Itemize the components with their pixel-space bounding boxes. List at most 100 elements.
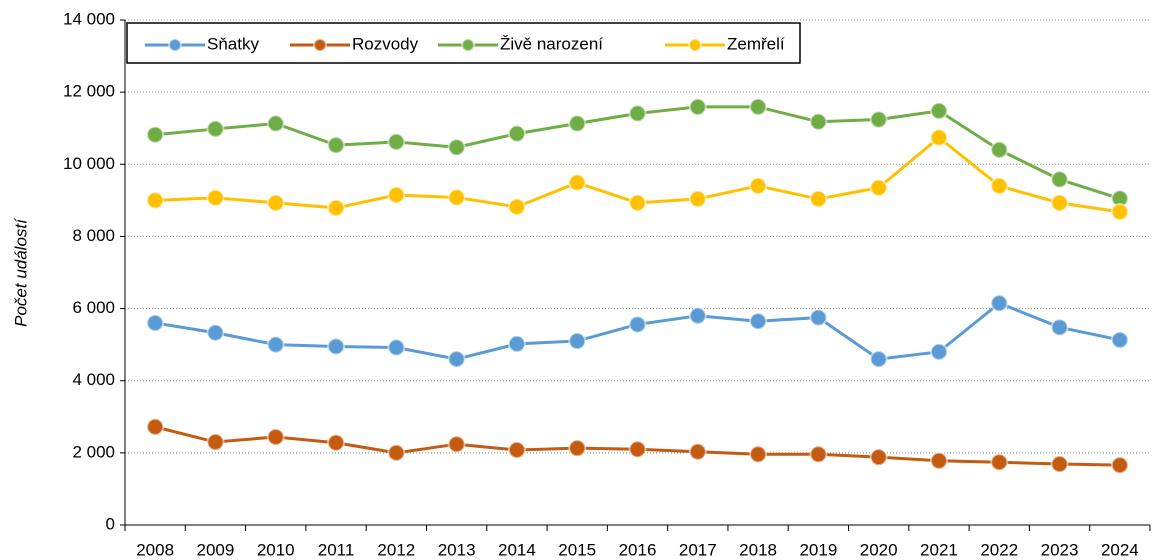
point: [447, 350, 466, 369]
x-tick-label: 2021: [920, 540, 958, 559]
x-tick-label: 2009: [197, 540, 235, 559]
point: [568, 173, 587, 192]
point: [929, 451, 948, 470]
point: [688, 189, 707, 208]
point: [327, 337, 346, 356]
point: [1050, 455, 1069, 474]
point: [447, 138, 466, 157]
point: [688, 306, 707, 325]
point: [266, 335, 285, 354]
point: [628, 315, 647, 334]
point: [507, 440, 526, 459]
x-tick-label: 2008: [136, 540, 174, 559]
point: [869, 110, 888, 129]
legend-label: Rozvody: [352, 34, 419, 53]
point: [869, 448, 888, 467]
point: [206, 119, 225, 138]
point: [809, 308, 828, 327]
point: [146, 191, 165, 210]
point: [266, 427, 285, 446]
y-tick-label: 12 000: [63, 82, 115, 101]
legend-label: Sňatky: [207, 34, 259, 53]
point: [809, 112, 828, 131]
point: [869, 178, 888, 197]
point: [507, 334, 526, 353]
point: [929, 128, 948, 147]
point: [1050, 170, 1069, 189]
point: [809, 189, 828, 208]
point: [387, 132, 406, 151]
legend-marker: [313, 38, 327, 52]
x-tick-label: 2011: [318, 540, 355, 559]
point: [447, 188, 466, 207]
point: [990, 140, 1009, 159]
point: [387, 443, 406, 462]
point: [929, 342, 948, 361]
point: [327, 433, 346, 452]
point: [749, 176, 768, 195]
point: [688, 442, 707, 461]
point: [990, 294, 1009, 313]
point: [146, 314, 165, 332]
point: [990, 176, 1009, 195]
point: [869, 350, 888, 369]
y-tick-label: 6 000: [72, 298, 115, 317]
point: [1110, 330, 1129, 349]
x-tick-label: 2012: [377, 540, 415, 559]
point: [990, 453, 1009, 472]
x-tick-label: 2024: [1101, 540, 1139, 559]
point: [507, 197, 526, 216]
point: [628, 193, 647, 212]
legend-marker: [168, 38, 182, 52]
point: [749, 312, 768, 331]
legend-label: Živě narození: [500, 34, 603, 53]
point: [809, 445, 828, 464]
x-tick-label: 2019: [799, 540, 837, 559]
x-tick-label: 2022: [980, 540, 1018, 559]
point: [1050, 193, 1069, 212]
y-tick-label: 2 000: [72, 442, 115, 461]
point: [447, 435, 466, 454]
point: [929, 101, 948, 120]
x-tick-label: 2013: [438, 540, 476, 559]
x-tick-label: 2017: [679, 540, 717, 559]
point: [387, 338, 406, 357]
x-tick-label: 2023: [1041, 540, 1079, 559]
point: [507, 124, 526, 143]
point: [1050, 318, 1069, 337]
y-tick-label: 10 000: [63, 154, 115, 173]
y-tick-label: 0: [106, 514, 115, 533]
point: [749, 97, 768, 116]
x-tick-label: 2016: [619, 540, 657, 559]
point: [628, 104, 647, 123]
x-tick-label: 2020: [860, 540, 898, 559]
y-tick-label: 14 000: [63, 9, 115, 28]
point: [1110, 202, 1129, 221]
legend-marker: [461, 38, 475, 52]
x-tick-label: 2010: [257, 540, 295, 559]
point: [387, 185, 406, 204]
legend-marker: [688, 38, 702, 52]
point: [266, 193, 285, 212]
point: [1110, 456, 1129, 475]
point: [146, 417, 165, 436]
y-tick-label: 4 000: [72, 370, 115, 389]
point: [749, 445, 768, 464]
point: [628, 440, 647, 459]
point: [568, 439, 587, 458]
point: [327, 198, 346, 217]
point: [206, 188, 225, 207]
point: [206, 433, 225, 452]
point: [146, 125, 165, 144]
x-tick-label: 2014: [498, 540, 536, 559]
point: [266, 114, 285, 133]
point: [206, 323, 225, 342]
x-tick-label: 2015: [558, 540, 596, 559]
point: [568, 332, 587, 351]
point: [327, 136, 346, 155]
legend-label: Zemřelí: [727, 34, 785, 53]
x-tick-label: 2018: [739, 540, 777, 559]
point: [568, 114, 587, 133]
y-tick-label: 8 000: [72, 226, 115, 245]
